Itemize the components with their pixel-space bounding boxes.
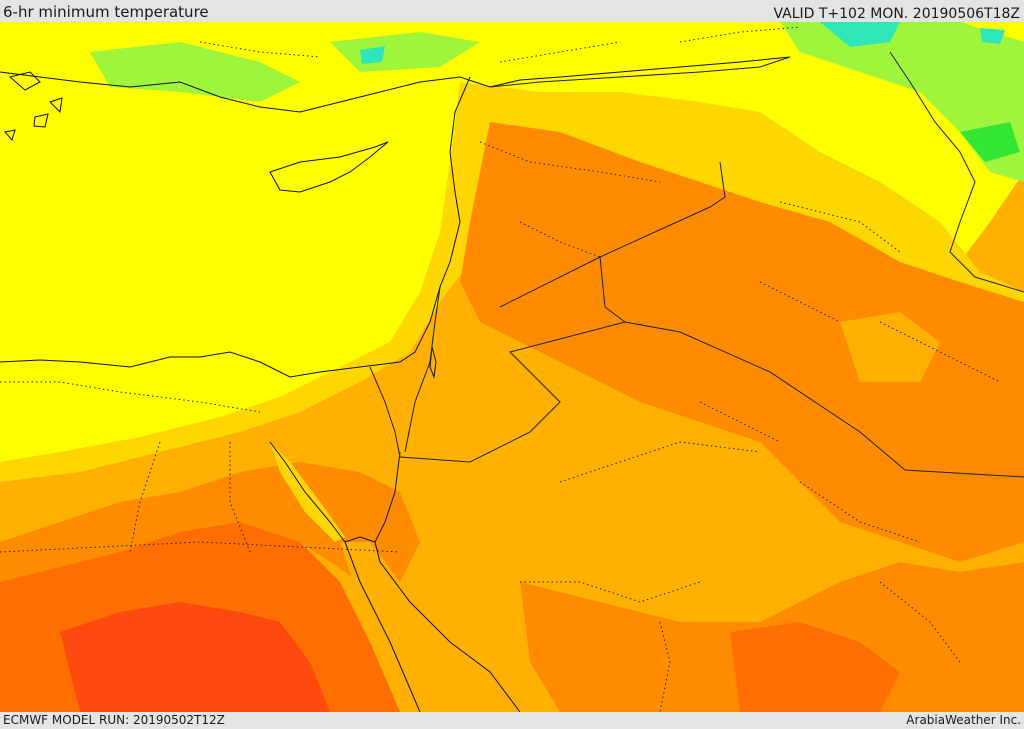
aegean-islands	[4, 71, 63, 142]
cyan-north-east	[820, 22, 900, 47]
green-north-west	[90, 42, 300, 102]
cyan-spot-2	[360, 46, 385, 64]
border-turkey-syria	[489, 56, 791, 88]
coastline-levant	[399, 76, 471, 363]
title-bar: 6-hr minimum temperature VALID T+102 MON…	[0, 0, 1024, 22]
red-sea	[340, 542, 520, 712]
coastline-turkey	[0, 56, 791, 113]
green-patch-east	[960, 122, 1020, 162]
coastline-gulf-aqaba	[374, 451, 521, 712]
border-jordan-saudi	[399, 256, 627, 463]
valid-time: VALID T+102 MON. 20190506T18Z	[773, 6, 1020, 22]
green-north-east	[780, 22, 1024, 182]
gold-band	[0, 82, 1024, 482]
admin-boundaries	[0, 26, 1001, 712]
border-iraq-iran	[889, 51, 1024, 293]
temperature-map[interactable]	[0, 22, 1024, 712]
border-egypt-israel	[369, 366, 401, 458]
map-title: 6-hr minimum temperature	[3, 3, 209, 21]
cyprus-island	[269, 141, 389, 193]
cyan-spot-1	[980, 28, 1005, 44]
amber-patch-central	[600, 462, 820, 582]
footer-bar: ECMWF MODEL RUN: 20190502T12Z ArabiaWeat…	[0, 712, 1024, 729]
amber-patch-east	[840, 312, 940, 382]
red-patch-arabia	[730, 622, 900, 712]
temperature-map-svg	[0, 22, 1024, 712]
model-run-label: ECMWF MODEL RUN: 20190502T12Z	[3, 713, 225, 727]
border-saudi-iraq	[624, 321, 1024, 478]
border-jordan-israel	[404, 286, 441, 453]
border-syria-iraq	[499, 161, 726, 308]
credit-label: ArabiaWeather Inc.	[906, 713, 1021, 727]
coastline-sinai-east	[344, 536, 376, 543]
coastline-egypt	[0, 351, 401, 378]
red-orange-sw	[60, 602, 330, 712]
coastline-gulf-suez	[269, 441, 421, 712]
